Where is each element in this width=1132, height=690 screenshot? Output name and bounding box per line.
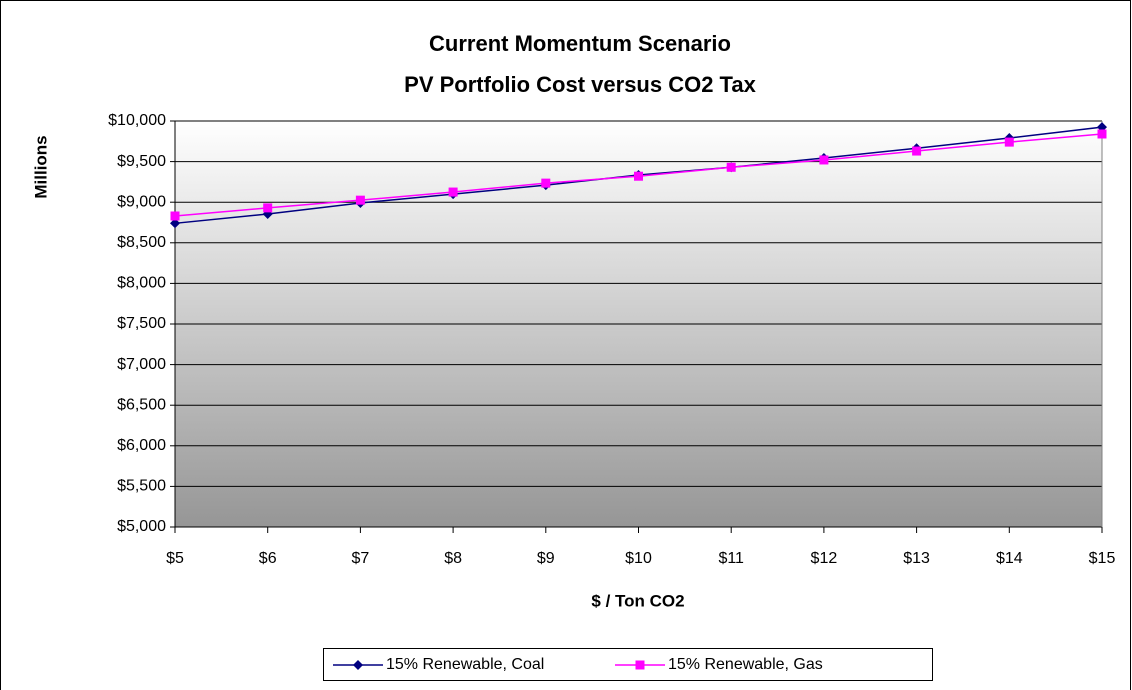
data-point (634, 171, 643, 181)
chart-title: Current Momentum Scenario (429, 31, 731, 56)
y-tick-label: $9,500 (117, 153, 166, 170)
x-tick-label: $6 (259, 550, 277, 567)
x-tick-label: $15 (1089, 550, 1116, 567)
legend-label: 15% Renewable, Coal (386, 656, 544, 673)
x-tick-label: $13 (903, 550, 930, 567)
y-tick-label: $5,500 (117, 478, 166, 495)
x-tick-label: $7 (352, 550, 370, 567)
y-axis-label: Millions (31, 135, 50, 198)
x-tick-label: $10 (625, 550, 652, 567)
data-point (1004, 137, 1014, 147)
legend-marker (635, 660, 645, 670)
y-tick-label: $5,000 (117, 518, 166, 535)
y-tick-label: $6,000 (117, 437, 166, 454)
x-tick-label: $12 (811, 550, 838, 567)
x-tick-label: $8 (444, 550, 462, 567)
x-tick-label: $9 (537, 550, 555, 567)
y-tick-label: $7,000 (117, 356, 166, 373)
legend-marker (353, 660, 363, 670)
data-point (912, 146, 922, 156)
y-tick-label: $10,000 (108, 112, 166, 129)
data-point (1097, 129, 1107, 139)
y-tick-label: $9,000 (117, 193, 166, 210)
x-axis-label: $ / Ton CO2 (591, 591, 684, 610)
y-tick-label: $7,500 (117, 315, 166, 332)
y-tick-label: $8,000 (117, 275, 166, 292)
data-point (541, 178, 551, 188)
data-point (726, 162, 736, 172)
legend-label: 15% Renewable, Gas (668, 656, 823, 673)
chart-subtitle: PV Portfolio Cost versus CO2 Tax (404, 72, 756, 97)
data-point (355, 195, 365, 205)
x-tick-label: $11 (718, 550, 744, 567)
data-point (263, 203, 273, 213)
data-point (170, 211, 180, 221)
y-tick-label: $6,500 (117, 396, 166, 413)
x-tick-label: $14 (996, 550, 1023, 567)
y-tick-label: $8,500 (117, 234, 166, 251)
data-point (819, 155, 829, 165)
data-point (448, 187, 458, 197)
x-tick-label: $5 (166, 550, 184, 567)
data-point (170, 218, 180, 229)
